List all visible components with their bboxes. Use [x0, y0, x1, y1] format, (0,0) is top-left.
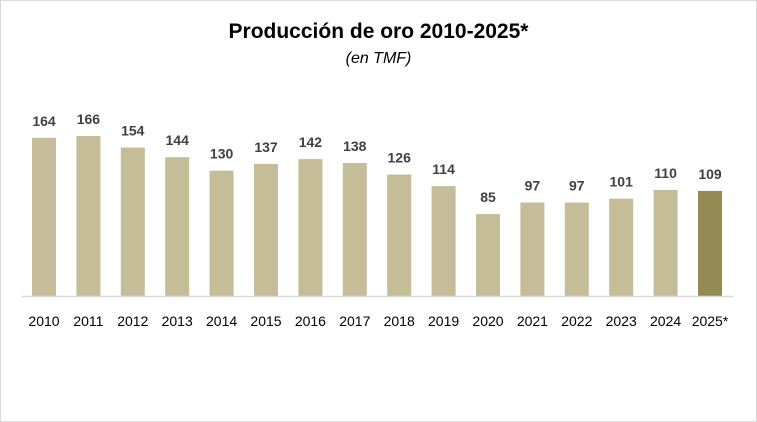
x-tick-label-2020: 2020	[472, 313, 503, 329]
value-label-2023: 101	[610, 174, 634, 190]
x-tick-label-2025*: 2025*	[692, 313, 729, 329]
value-label-2019: 114	[432, 161, 455, 177]
bar-2012	[120, 147, 145, 296]
bar-2024	[653, 189, 678, 296]
x-tick-label-2022: 2022	[561, 313, 592, 329]
value-label-2018: 126	[388, 150, 412, 166]
x-tick-label-2018: 2018	[384, 313, 415, 329]
value-label-2014: 130	[210, 146, 234, 162]
bar-2016	[298, 159, 323, 296]
bar-2015	[254, 163, 278, 296]
x-tick-label-2014: 2014	[206, 313, 237, 329]
value-label-2017: 138	[343, 138, 367, 154]
x-tick-label-2024: 2024	[650, 313, 681, 329]
value-label-2024: 110	[654, 165, 677, 181]
bar-2010	[32, 137, 56, 296]
value-label-2022: 97	[569, 177, 585, 193]
value-label-2013: 144	[166, 132, 190, 148]
x-tick-label-2015: 2015	[250, 313, 281, 329]
bar-2013	[165, 157, 190, 296]
bar-2022	[564, 202, 589, 296]
bar-2019	[431, 186, 456, 296]
x-tick-label-2010: 2010	[28, 313, 59, 329]
bar-2014	[209, 170, 234, 296]
x-tick-label-2017: 2017	[339, 313, 370, 329]
chart-subtitle: (en TMF)	[345, 50, 412, 67]
bar-2020	[476, 214, 500, 296]
x-tick-label-2019: 2019	[428, 313, 459, 329]
value-label-2011: 166	[77, 111, 101, 127]
bar-2018	[387, 174, 412, 296]
x-tick-label-2016: 2016	[295, 313, 326, 329]
x-tick-label-2021: 2021	[517, 313, 548, 329]
value-label-2012: 154	[121, 123, 145, 139]
bar-2011	[76, 135, 101, 296]
value-label-2015: 137	[254, 139, 278, 155]
value-label-2021: 97	[525, 177, 541, 193]
value-label-2025*: 109	[698, 166, 722, 182]
value-label-2020: 85	[480, 189, 496, 205]
chart-title: Producción de oro 2010-2025*	[228, 20, 529, 43]
bar-2021	[520, 202, 545, 296]
x-tick-label-2013: 2013	[162, 313, 193, 329]
x-tick-label-2012: 2012	[117, 313, 148, 329]
x-tick-label-2011: 2011	[73, 313, 103, 329]
value-label-2016: 142	[299, 134, 323, 150]
bar-2017	[342, 162, 367, 296]
bar-2025*	[698, 190, 722, 296]
bar-2023	[609, 198, 634, 296]
x-tick-label-2023: 2023	[606, 313, 637, 329]
value-label-2010: 164	[32, 113, 56, 129]
